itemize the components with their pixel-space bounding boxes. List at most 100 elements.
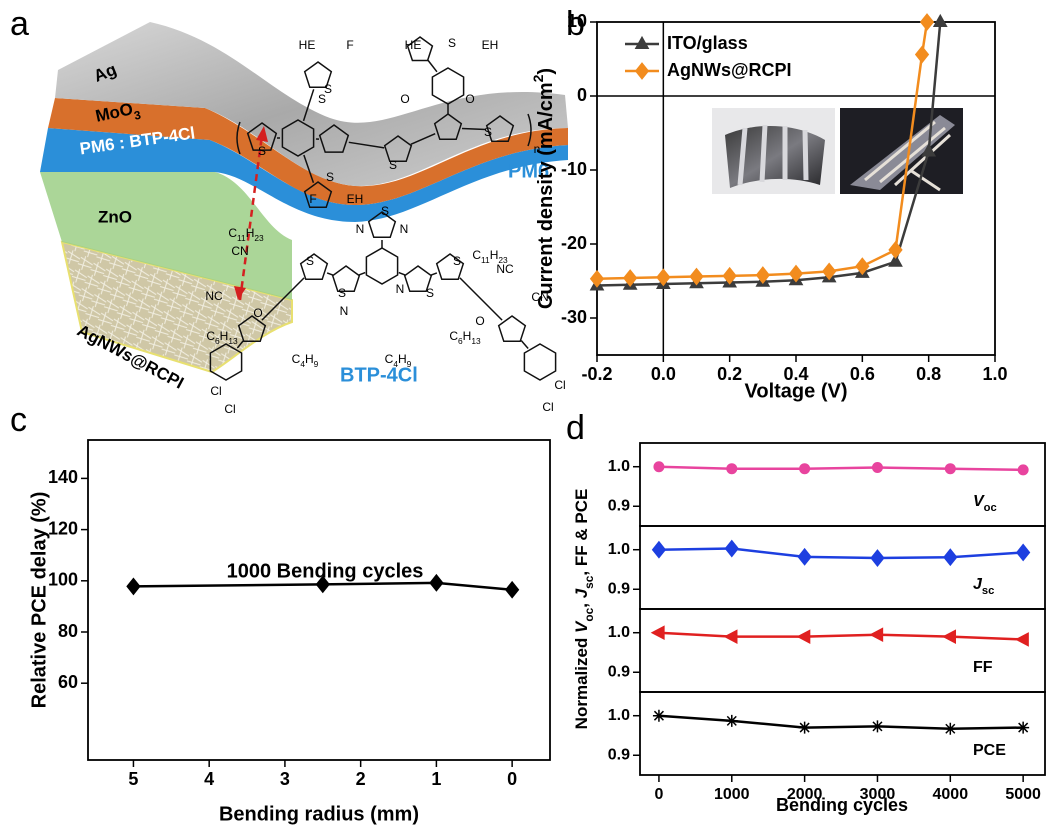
alkyl-label-part: 9 <box>407 359 412 369</box>
x-tick-label: 4000 <box>933 786 969 803</box>
y-tick-label: 0.9 <box>608 746 630 763</box>
marker <box>944 549 957 565</box>
panel-label: d <box>566 409 585 447</box>
marker <box>1018 465 1028 475</box>
marker <box>725 540 738 556</box>
atom-label: HE <box>299 38 316 52</box>
atom-label: CN <box>231 244 248 258</box>
molecule-ring <box>524 344 555 380</box>
atom-label: O <box>475 314 484 328</box>
marker <box>727 464 737 474</box>
atom-label: Cl <box>224 402 235 416</box>
legend-marker <box>636 63 649 79</box>
axes-frame <box>88 440 550 760</box>
alkyl-label-part: 11 <box>481 255 490 265</box>
axes-frame <box>640 692 1045 775</box>
x-tick-label: -0.2 <box>581 364 612 384</box>
panel-series-label: Voc <box>973 493 997 514</box>
atom-label: F <box>309 192 316 206</box>
alkyl-label-part: 23 <box>254 233 264 243</box>
marker <box>127 578 140 594</box>
legend-label: AgNWs@RCPI <box>667 60 792 80</box>
atom-label: S <box>306 254 314 268</box>
molecule-bond <box>431 273 437 275</box>
alkyl-label: C4H9 <box>292 352 319 369</box>
y-tick-label: 1.0 <box>608 707 630 724</box>
atom-label: S <box>258 144 266 158</box>
atom-label: S <box>484 125 492 139</box>
figure: a Ag PM6 : BTP-4Cl ZnO AgNWs@RCPI PM6 BT… <box>0 0 1063 830</box>
alkyl-label-part: H <box>246 226 255 240</box>
y-tick-label: -10 <box>561 159 587 179</box>
marker <box>1016 633 1028 646</box>
atom-label: EH <box>347 192 364 206</box>
y-tick-label: 0.9 <box>608 497 630 514</box>
y-tick-label: 0 <box>577 85 587 105</box>
x-tick-label: 0 <box>507 769 517 789</box>
marker <box>506 582 519 598</box>
legend-label: ITO/glass <box>667 33 748 53</box>
x-tick-label: 2000 <box>787 786 823 803</box>
marker <box>652 542 665 558</box>
alkyl-label-part: H <box>490 248 499 262</box>
marker <box>1017 722 1029 734</box>
marker <box>726 715 738 727</box>
atom-label: Cl <box>554 378 565 392</box>
atom-label: Cl <box>542 400 553 414</box>
y-tick-label: 80 <box>58 621 78 641</box>
y-tick-label: 120 <box>48 518 78 538</box>
y-tick-label: -30 <box>561 307 587 327</box>
series-line <box>659 633 1023 640</box>
marker <box>871 550 884 566</box>
alkyl-label-part: C <box>449 329 458 343</box>
y-tick-label: 100 <box>48 570 78 590</box>
x-tick-label: 0.0 <box>651 364 676 384</box>
panel-series-label: Jsc <box>973 576 994 597</box>
alkyl-label-part: 9 <box>314 359 319 369</box>
panel-series-label-part: PCE <box>973 742 1006 759</box>
y-axis-title-part: Current density (mA/cm <box>535 82 557 309</box>
alkyl-label-part: H <box>305 352 314 366</box>
molecule-bond <box>521 341 528 349</box>
y-axis-title-part: 2 <box>530 74 546 82</box>
alkyl-label-part: H <box>463 329 472 343</box>
panel-label: c <box>10 401 27 439</box>
x-tick-label: 1000 <box>714 786 750 803</box>
alkyl-label-part: 11 <box>237 233 246 243</box>
alkyl-label: C11H23 <box>472 248 508 265</box>
molecule-bond <box>428 60 437 72</box>
marker <box>944 723 956 735</box>
marker <box>797 630 809 643</box>
marker <box>800 464 810 474</box>
y-tick-label: 60 <box>58 672 78 692</box>
y-axis-title-part: sc <box>582 575 596 589</box>
molecule-ring <box>432 68 463 104</box>
alkyl-label-part: C <box>228 226 237 240</box>
y-axis-title-part: ) <box>535 68 557 75</box>
marker <box>934 15 947 27</box>
series-line <box>659 716 1023 729</box>
atom-label: S <box>426 286 434 300</box>
atom-label: S <box>338 286 346 300</box>
alkyl-label-part: 13 <box>471 336 481 346</box>
series-line <box>659 467 1023 470</box>
y-tick-label: -20 <box>561 233 587 253</box>
atom-label: N <box>340 304 349 318</box>
panel-series-label: PCE <box>973 742 1006 759</box>
atom-label: S <box>389 158 397 172</box>
x-tick-label: 5000 <box>1005 786 1041 803</box>
atom-label: S <box>381 204 389 218</box>
atom-label: F <box>346 38 353 52</box>
x-tick-label: 4 <box>204 769 214 789</box>
x-tick-label: 0.8 <box>916 364 941 384</box>
atom-label: S <box>448 36 456 50</box>
molecule-ring <box>366 248 397 284</box>
atom-label: S <box>453 254 461 268</box>
x-tick-label: 0.6 <box>850 364 875 384</box>
atom-label: HE <box>405 38 422 52</box>
legend-marker <box>636 37 649 49</box>
x-tick-label: 2 <box>356 769 366 789</box>
atom-label: N <box>400 222 409 236</box>
marker <box>652 626 664 639</box>
panel-series-label: FF <box>973 659 993 676</box>
